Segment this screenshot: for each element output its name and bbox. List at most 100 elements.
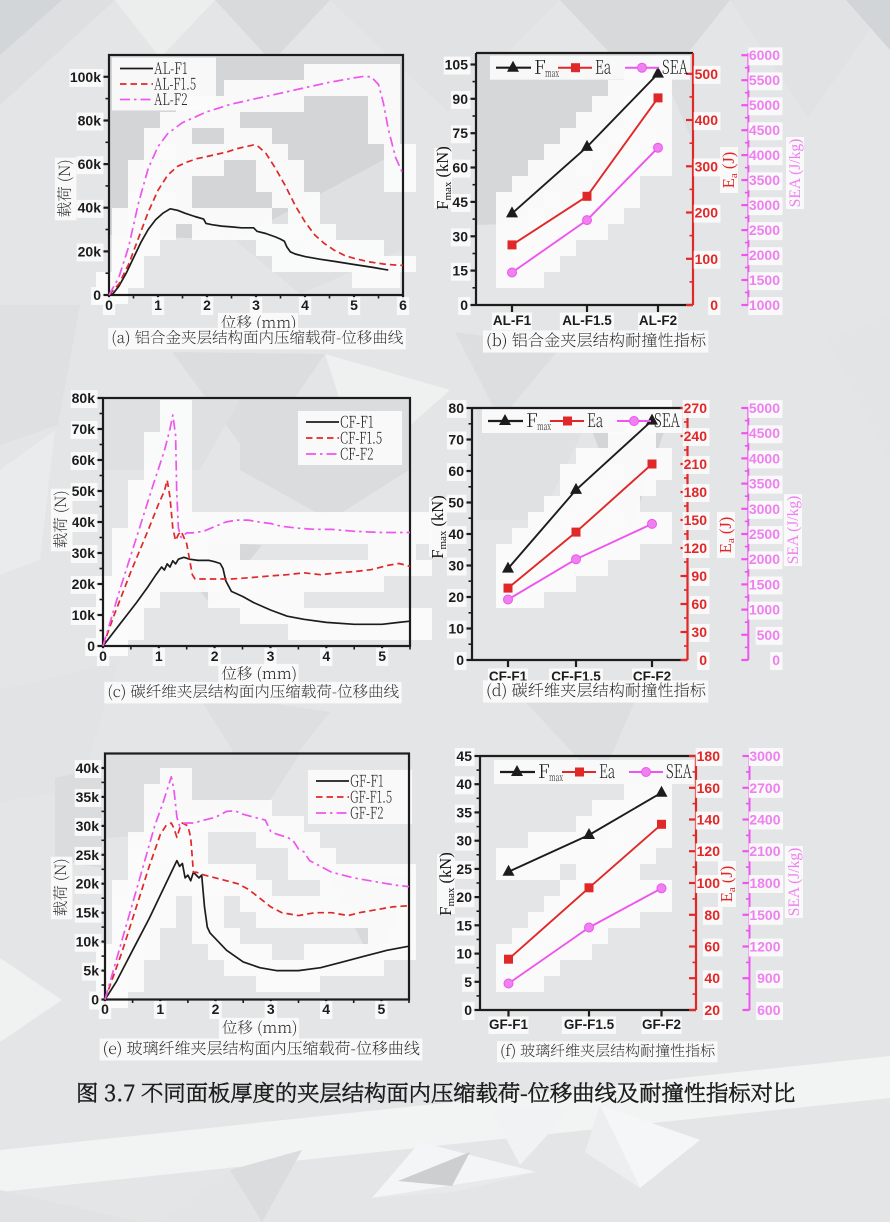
svg-text:45: 45 — [456, 748, 472, 764]
svg-text:500: 500 — [757, 627, 781, 643]
svg-text:10k: 10k — [72, 607, 96, 623]
svg-text:4: 4 — [301, 297, 309, 313]
svg-text:3000: 3000 — [749, 501, 780, 517]
svg-text:70: 70 — [448, 432, 464, 448]
svg-text:120: 120 — [697, 843, 721, 859]
svg-text:80k: 80k — [78, 113, 102, 129]
svg-text:105: 105 — [445, 57, 469, 73]
svg-text:80: 80 — [704, 907, 720, 923]
svg-text:40: 40 — [456, 776, 472, 792]
svg-text:2: 2 — [211, 648, 219, 664]
svg-text:200: 200 — [695, 205, 719, 221]
svg-text:1: 1 — [156, 1001, 164, 1017]
svg-text:400: 400 — [695, 112, 719, 128]
svg-text:0: 0 — [91, 992, 99, 1008]
svg-text:60: 60 — [448, 463, 464, 479]
svg-text:3000: 3000 — [749, 748, 780, 764]
svg-text:1500: 1500 — [749, 907, 780, 923]
svg-text:75: 75 — [452, 125, 468, 141]
svg-text:60k: 60k — [72, 452, 96, 468]
svg-text:30: 30 — [456, 833, 472, 849]
svg-text:20k: 20k — [76, 876, 100, 892]
svg-text:6000: 6000 — [749, 47, 780, 63]
svg-text:270: 270 — [684, 400, 708, 416]
svg-text:30: 30 — [452, 228, 468, 244]
svg-text:50: 50 — [448, 495, 464, 511]
svg-text:CF-F2: CF-F2 — [633, 669, 671, 684]
svg-text:0: 0 — [699, 652, 707, 668]
svg-text:40k: 40k — [78, 200, 102, 216]
svg-text:20k: 20k — [78, 243, 102, 259]
svg-text:10: 10 — [448, 621, 464, 637]
svg-text:40: 40 — [704, 970, 720, 986]
svg-text:CF-F1.5: CF-F1.5 — [551, 669, 601, 684]
svg-text:80k: 80k — [72, 390, 96, 406]
svg-text:70k: 70k — [72, 421, 96, 437]
svg-text:30: 30 — [691, 624, 707, 640]
svg-text:0: 0 — [460, 297, 468, 313]
svg-text:140: 140 — [697, 812, 721, 828]
svg-text:30k: 30k — [72, 545, 96, 561]
svg-text:210: 210 — [684, 456, 708, 472]
svg-text:4500: 4500 — [749, 425, 780, 441]
svg-text:50k: 50k — [72, 483, 96, 499]
svg-text:1200: 1200 — [749, 939, 780, 955]
svg-text:20k: 20k — [72, 576, 96, 592]
svg-text:60: 60 — [691, 596, 707, 612]
svg-text:2100: 2100 — [749, 843, 780, 859]
svg-text:5: 5 — [378, 648, 386, 664]
svg-text:5500: 5500 — [749, 72, 780, 88]
svg-text:GF-F2: GF-F2 — [642, 1017, 681, 1032]
svg-text:1: 1 — [155, 648, 163, 664]
svg-text:1800: 1800 — [749, 875, 780, 891]
svg-text:20: 20 — [456, 889, 472, 905]
svg-text:1500: 1500 — [749, 576, 780, 592]
svg-text:3: 3 — [267, 648, 275, 664]
svg-text:35k: 35k — [76, 789, 100, 805]
svg-text:2: 2 — [212, 1001, 220, 1017]
svg-text:40k: 40k — [72, 514, 96, 530]
svg-text:5000: 5000 — [749, 97, 780, 113]
svg-text:3500: 3500 — [749, 172, 780, 188]
svg-text:0: 0 — [464, 1002, 472, 1018]
svg-text:600: 600 — [757, 1002, 781, 1018]
svg-text:GF-F1: GF-F1 — [489, 1017, 528, 1032]
svg-text:80: 80 — [448, 400, 464, 416]
svg-text:CF-F1: CF-F1 — [489, 669, 528, 684]
svg-text:180: 180 — [697, 748, 721, 764]
svg-text:100k: 100k — [70, 69, 101, 85]
svg-text:300: 300 — [695, 158, 719, 174]
svg-text:500: 500 — [695, 66, 719, 82]
svg-text:SEA (J/kg): SEA (J/kg) — [786, 848, 803, 916]
svg-text:1500: 1500 — [749, 272, 780, 288]
svg-text:25: 25 — [456, 861, 472, 877]
svg-text:15: 15 — [452, 263, 468, 279]
svg-text:4000: 4000 — [749, 450, 780, 466]
svg-text:5000: 5000 — [749, 400, 780, 416]
svg-text:4500: 4500 — [749, 122, 780, 138]
svg-text:40k: 40k — [76, 760, 100, 776]
svg-text:40: 40 — [448, 526, 464, 542]
svg-text:Ea (J): Ea (J) — [716, 517, 737, 554]
svg-text:35: 35 — [456, 804, 472, 820]
svg-text:AL-F2: AL-F2 — [639, 313, 677, 328]
svg-text:2400: 2400 — [749, 812, 780, 828]
svg-text:5: 5 — [378, 1001, 386, 1017]
svg-text:0: 0 — [101, 1001, 109, 1017]
svg-text:45: 45 — [452, 194, 468, 210]
svg-text:SEA (J/kg): SEA (J/kg) — [787, 139, 804, 207]
svg-text:150: 150 — [684, 512, 708, 528]
svg-text:4000: 4000 — [749, 147, 780, 163]
svg-text:2500: 2500 — [749, 222, 780, 238]
svg-text:4: 4 — [322, 1001, 330, 1017]
svg-text:3000: 3000 — [749, 197, 780, 213]
svg-text:20: 20 — [704, 1002, 720, 1018]
svg-text:5: 5 — [350, 297, 358, 313]
svg-text:180: 180 — [684, 484, 708, 500]
svg-text:3: 3 — [267, 1001, 275, 1017]
svg-text:25k: 25k — [76, 847, 100, 863]
svg-text:15k: 15k — [76, 905, 100, 921]
svg-text:20: 20 — [448, 589, 464, 605]
svg-text:AL-F1: AL-F1 — [493, 313, 532, 328]
svg-text:10k: 10k — [76, 934, 100, 950]
